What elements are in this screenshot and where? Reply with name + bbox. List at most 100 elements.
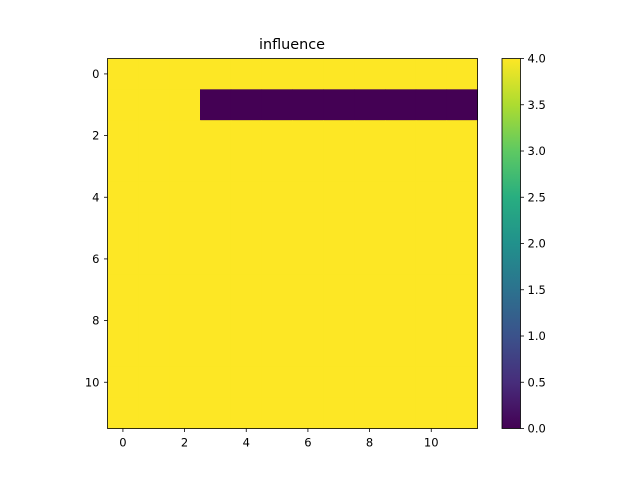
heatmap-cell <box>261 243 293 275</box>
heatmap-cell <box>385 89 417 121</box>
heatmap-cell <box>261 181 293 214</box>
heatmap-cell <box>292 58 324 90</box>
heatmap-cell <box>323 336 355 368</box>
heatmap-cell <box>323 58 355 90</box>
heatmap-cell <box>446 89 478 121</box>
heatmap-cell <box>230 305 263 337</box>
y-tick-label: 10 <box>85 375 100 389</box>
heatmap-cell <box>107 58 139 90</box>
heatmap-cell <box>323 212 355 244</box>
heatmap-cell <box>261 120 293 152</box>
x-tick-label: 0 <box>119 436 126 450</box>
heatmap-cell <box>385 212 417 244</box>
heatmap-cell <box>138 181 170 214</box>
heatmap-cell <box>354 305 386 337</box>
heatmap-cell <box>354 366 386 399</box>
heatmap-cell <box>107 243 139 275</box>
heatmap-cell <box>169 274 201 306</box>
heatmap-cell <box>230 336 263 368</box>
heatmap-cell <box>385 274 417 306</box>
x-tick-label: 4 <box>243 436 250 450</box>
heatmap-cell <box>415 397 448 429</box>
heatmap-cell <box>446 274 478 306</box>
heatmap-cell <box>415 336 448 368</box>
heatmap-cell <box>415 274 448 306</box>
heatmap-cell <box>200 151 232 183</box>
heatmap-cell <box>354 243 386 275</box>
y-tick-label: 4 <box>92 190 99 204</box>
heatmap-cell <box>323 274 355 306</box>
colorbar-tick-label: 1.5 <box>528 283 546 297</box>
heatmap-cell <box>138 336 170 368</box>
heatmap-cell <box>354 120 386 152</box>
heatmap-cell <box>415 89 448 121</box>
heatmap-cell <box>415 243 448 275</box>
heatmap-cell <box>354 58 386 90</box>
heatmap-cell <box>230 89 263 121</box>
chart-title: influence <box>259 37 325 53</box>
heatmap-cell <box>446 151 478 183</box>
colorbar-tick-label: 0.0 <box>528 422 546 436</box>
heatmap-cell <box>169 181 201 214</box>
x-axis-ticks: 0 2 4 6 8 10 <box>119 428 439 450</box>
heatmap-cell <box>200 336 232 368</box>
heatmap-cell <box>261 366 293 399</box>
heatmap-cell <box>230 243 263 275</box>
y-axis-ticks: 0 2 4 6 8 10 <box>85 67 108 389</box>
heatmap-cell <box>292 366 324 399</box>
heatmap-cell <box>354 181 386 214</box>
x-tick-label: 6 <box>304 436 311 450</box>
heatmap-cell <box>354 212 386 244</box>
heatmap-cell <box>385 336 417 368</box>
heatmap-cell <box>230 366 263 399</box>
heatmap-cell <box>261 274 293 306</box>
colorbar-tick-label: 1.0 <box>528 329 546 343</box>
y-tick-label: 0 <box>92 67 99 81</box>
heatmap-cell <box>200 397 232 429</box>
heatmap-cell <box>107 397 139 429</box>
heatmap-cell <box>169 366 201 399</box>
heatmap-cell <box>385 243 417 275</box>
y-tick-label: 8 <box>92 314 99 328</box>
heatmap-cell <box>169 151 201 183</box>
colorbar-tick-label: 0.5 <box>528 375 546 389</box>
colorbar-tick-label: 2.5 <box>528 190 546 204</box>
heatmap-cell <box>385 181 417 214</box>
heatmap-cell <box>292 89 324 121</box>
heatmap-cell <box>385 151 417 183</box>
heatmap-cell <box>230 120 263 152</box>
heatmap-cell <box>292 181 324 214</box>
heatmap-cell <box>200 366 232 399</box>
heatmap-cell <box>385 397 417 429</box>
heatmap-cell <box>261 305 293 337</box>
heatmap-cell <box>446 305 478 337</box>
heatmap-cell <box>292 212 324 244</box>
heatmap-cell <box>446 120 478 152</box>
heatmap-cell <box>200 58 232 90</box>
heatmap-cell <box>200 89 232 121</box>
heatmap-cell <box>138 274 170 306</box>
heatmap-cell <box>323 151 355 183</box>
heatmap-cell <box>169 58 201 90</box>
heatmap-cell <box>138 243 170 275</box>
heatmap-cell <box>138 305 170 337</box>
heatmap-cell <box>292 274 324 306</box>
heatmap-cell <box>169 120 201 152</box>
colorbar-tick-label: 3.5 <box>528 98 546 112</box>
heatmap-cell <box>200 305 232 337</box>
heatmap-cell <box>354 151 386 183</box>
heatmap-cell <box>169 89 201 121</box>
heatmap-cell <box>415 151 448 183</box>
heatmap-cell <box>200 120 232 152</box>
heatmap-cell <box>385 305 417 337</box>
heatmap-cell <box>138 58 170 90</box>
heatmap-cell <box>323 366 355 399</box>
heatmap-cell <box>200 274 232 306</box>
colorbar-tick-label: 2.0 <box>528 237 546 251</box>
heatmap-cell <box>446 58 478 90</box>
heatmap-cell <box>138 397 170 429</box>
heatmap-cell <box>385 58 417 90</box>
heatmap-cell <box>169 243 201 275</box>
heatmap-cell <box>230 212 263 244</box>
heatmap-cell <box>107 212 139 244</box>
